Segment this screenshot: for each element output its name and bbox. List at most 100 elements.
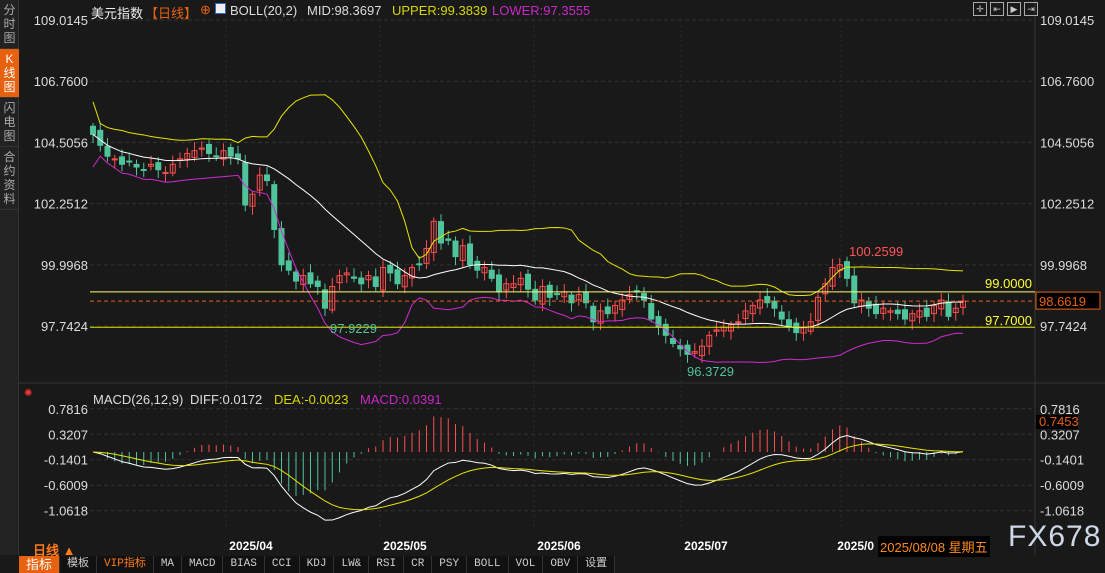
level-label-high: 99.0000 (985, 276, 1032, 291)
candle-body (474, 260, 481, 271)
candle-body (612, 304, 618, 314)
candle-body (778, 311, 785, 320)
chart-toolbar: ✛ ⇤ ▶ ⇥ (973, 2, 1038, 16)
candle-body (184, 152, 191, 160)
low-annotation-2: 96.3729 (687, 364, 734, 379)
indicator-chart-icon[interactable] (215, 3, 226, 14)
candle-body (619, 299, 626, 311)
macd-tick-left: -0.1401 (44, 453, 88, 468)
macd-tick-right: -1.0618 (1040, 504, 1084, 519)
candle-body (162, 171, 169, 175)
candle-body (365, 275, 372, 281)
candle-body (771, 300, 778, 309)
price-tick-left: 99.9968 (41, 258, 88, 273)
boll-mid: MID:98.3697 (307, 3, 382, 18)
candle-body (546, 284, 553, 298)
macd-diff: DIFF:0.0172 (190, 392, 263, 407)
candle-body (742, 310, 749, 319)
candle-body (873, 303, 879, 315)
macd-tick-left: 0.3207 (48, 427, 88, 442)
candle-body (481, 266, 488, 274)
candle-body (293, 271, 299, 282)
candle-body (532, 288, 539, 301)
indicator-tab-15[interactable]: 设置 (578, 556, 616, 573)
candle-body (90, 125, 96, 135)
high-annotation: 100.2599 (849, 244, 903, 259)
period-selector[interactable]: 日线 ▲ (33, 543, 76, 558)
candle-body (401, 275, 408, 288)
candle-body (126, 160, 133, 163)
indicator-tab-11[interactable]: PSY (432, 556, 468, 573)
candle-body (822, 283, 829, 295)
indicator-tab-2[interactable]: VIP指标 (97, 556, 154, 573)
zoom-out-icon[interactable]: ▶ (1007, 2, 1021, 16)
indicator-tab-7[interactable]: KDJ (300, 556, 335, 573)
indicator-tab-5[interactable]: BIAS (223, 556, 265, 573)
tab-contract-info[interactable]: 合约资料 (0, 147, 19, 210)
crosshair-icon[interactable]: ✛ (973, 2, 987, 16)
candle-body (844, 261, 850, 279)
candle-body (351, 276, 357, 279)
add-icon[interactable]: ⊕ (200, 2, 211, 17)
candle-body (409, 266, 415, 279)
candle-body (510, 283, 517, 289)
indicator-tab-14[interactable]: OBV (543, 556, 579, 573)
indicator-tab-9[interactable]: RSI (369, 556, 405, 573)
indicator-tab-3[interactable]: MA (154, 556, 183, 573)
scroll-right-icon[interactable]: ⇥ (1024, 2, 1038, 16)
macd-current-box (1036, 415, 1078, 429)
candle-body (496, 274, 502, 293)
tab-kline[interactable]: K线图 (0, 49, 19, 98)
indicator-tab-6[interactable]: CCI (265, 556, 300, 573)
tab-flash[interactable]: 闪电图 (0, 98, 19, 147)
macd-dea: DEA:-0.0023 (274, 392, 349, 407)
price-tick-left: 102.2512 (34, 197, 88, 212)
candle-body (894, 309, 901, 315)
candle-body (249, 193, 256, 207)
indicator-tab-13[interactable]: VOL (509, 556, 544, 573)
level-label-low: 97.7000 (985, 313, 1032, 328)
candle-body (104, 145, 111, 157)
indicator-tab-8[interactable]: LW& (334, 556, 370, 573)
macd-current-label: 0.7453 (1039, 414, 1079, 429)
candle-body (452, 240, 459, 258)
candle-body (648, 303, 655, 320)
indicator-tab-12[interactable]: BOLL (467, 556, 509, 573)
candle-body (931, 304, 937, 315)
date-tick: 2025/06 (537, 539, 581, 553)
price-tick-left: 109.0145 (34, 13, 88, 28)
candle-body (445, 238, 452, 241)
candle-body (271, 184, 278, 230)
candle-body (554, 293, 560, 296)
macd-tick-right: -0.6009 (1040, 478, 1084, 493)
candle-body (923, 307, 930, 317)
date-tick: 2025/04 (229, 539, 273, 553)
macd-tick-left: -1.0618 (44, 504, 88, 519)
indicator-tab-10[interactable]: CR (404, 556, 433, 573)
candle-body (938, 299, 945, 310)
candle-body (786, 319, 792, 328)
candle-body (517, 277, 524, 286)
indicator-settings-icon[interactable]: ✺ (24, 388, 33, 399)
candle-body (575, 294, 582, 301)
candle-body (568, 294, 575, 304)
indicator-tab-4[interactable]: MACD (182, 556, 224, 573)
candle-body (387, 264, 394, 274)
tab-timeshare[interactable]: 分时图 (0, 0, 19, 49)
candle-body (285, 260, 292, 271)
macd-tick-right: 0.7816 (1040, 402, 1080, 417)
cursor-date: 2025/08/08 星期五 (878, 536, 990, 557)
candle-body (902, 309, 908, 320)
date-tick: 2025/05 (383, 539, 427, 553)
candle-body (372, 276, 379, 287)
candle-body (757, 299, 763, 309)
price-tick-right: 97.7424 (1040, 319, 1087, 334)
candle-body (467, 243, 473, 266)
indicator-tab-0[interactable]: 指标 (19, 556, 61, 573)
period-label: 【日线】 (145, 6, 198, 21)
zoom-in-icon[interactable]: ⇤ (990, 2, 1004, 16)
candle-body (851, 275, 858, 304)
indicator-tab-1[interactable]: 模板 (60, 556, 98, 573)
candle-body (684, 344, 691, 355)
